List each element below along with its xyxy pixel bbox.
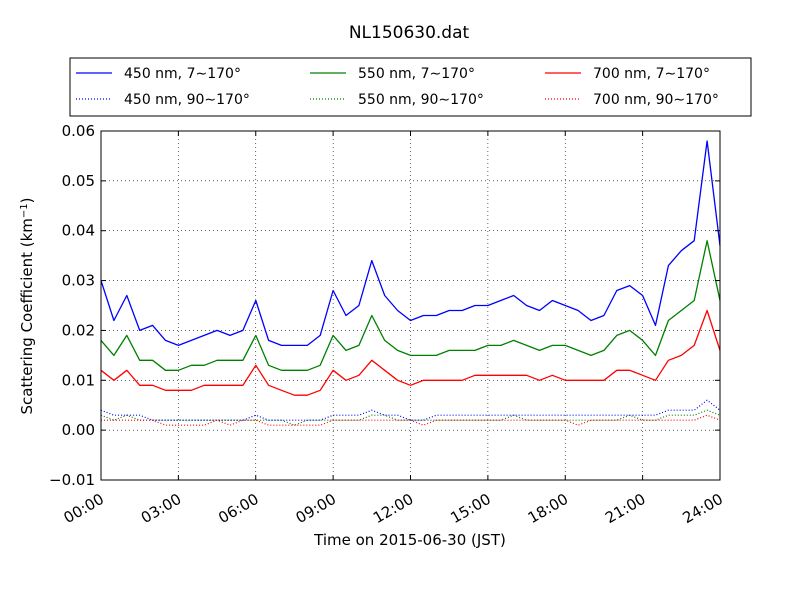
y-tick-label: −0.01 <box>49 471 95 489</box>
chart-title: NL150630.dat <box>349 23 470 43</box>
y-tick-label: 0.02 <box>62 321 95 339</box>
data-series <box>100 140 721 426</box>
legend-label: 450 nm, 90∼170° <box>124 92 250 108</box>
series-line <box>100 309 721 396</box>
series-line <box>101 414 721 426</box>
y-tick-label: 0.01 <box>62 371 95 389</box>
legend-label: 550 nm, 7∼170° <box>358 66 475 82</box>
y-tick-label: 0.06 <box>62 122 95 140</box>
x-axis-label: Time on 2015-06-30 (JST) <box>313 531 506 549</box>
legend-label: 700 nm, 90∼170° <box>593 92 719 108</box>
y-tick-label: 0.04 <box>62 222 95 240</box>
chart-legend: 450 nm, 7∼170° 550 nm, 7∼170° 700 nm, 7∼17… <box>69 57 752 117</box>
y-axis-label: Scattering Coefficient (km−1) <box>18 197 36 414</box>
series-line <box>100 140 721 347</box>
legend-label: 450 nm, 7∼170° <box>124 66 241 82</box>
y-tick-label: 0.05 <box>62 172 95 190</box>
legend-label: 700 nm, 7∼170° <box>593 66 710 82</box>
series-line <box>100 240 721 371</box>
plot-area: 00:00 03:00 06:00 09:00 12:00 15:00 18:00 21:00… <box>49 122 726 527</box>
legend-frame <box>69 57 752 117</box>
plot-background <box>101 131 720 480</box>
legend-label: 550 nm, 90∼170° <box>358 92 484 108</box>
series-line <box>100 399 721 421</box>
y-tick-label: 0.00 <box>62 421 95 439</box>
y-tick-label: 0.03 <box>62 272 95 290</box>
